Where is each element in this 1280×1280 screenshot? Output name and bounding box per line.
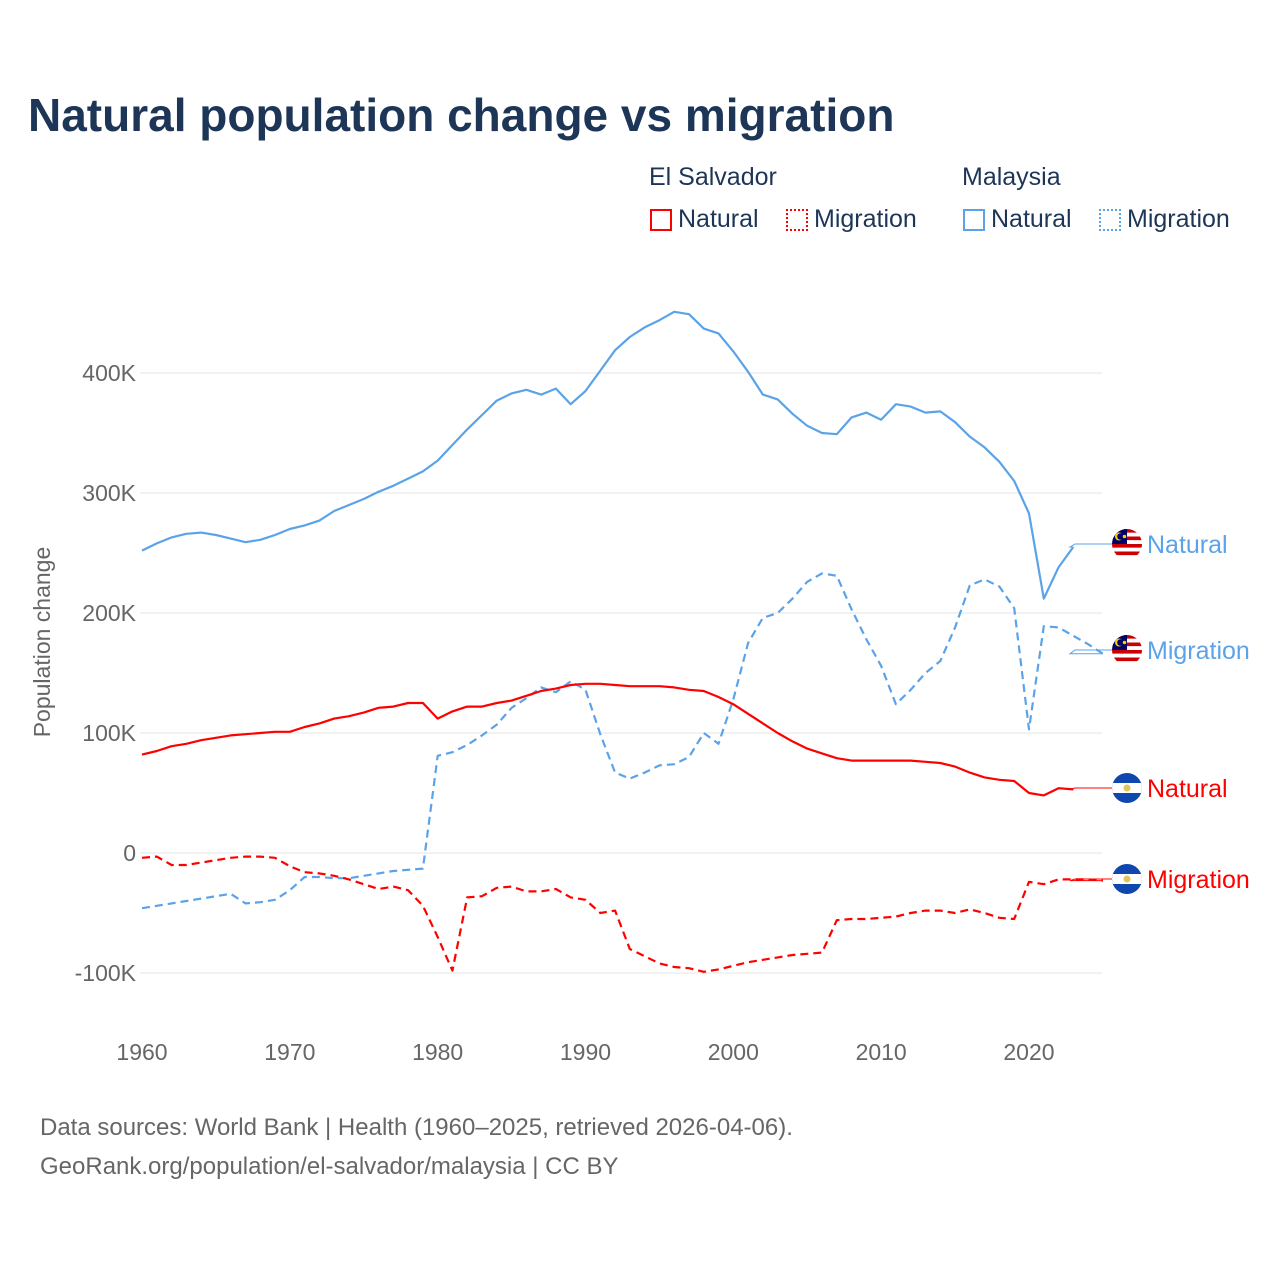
legend-swatch-dotted [1099, 208, 1121, 231]
x-tick-label: 1960 [116, 1039, 167, 1065]
legend-swatch-dotted [786, 208, 808, 231]
flag-stripe [1112, 547, 1142, 552]
flag-body [1112, 529, 1142, 559]
flag-star [1122, 534, 1127, 539]
x-tick-label: 1980 [412, 1039, 463, 1065]
flag-body [1112, 773, 1142, 803]
label-leader-line [1069, 878, 1112, 882]
y-tick-label: 300K [82, 480, 136, 506]
malaysia-flag-icon [1112, 529, 1142, 559]
series-end-label: Natural [1147, 775, 1228, 803]
flag-stripe [1112, 551, 1142, 556]
x-tick-label: 1970 [264, 1039, 315, 1065]
chart-title: Natural population change vs migration [28, 89, 895, 141]
flag-stripe [1112, 650, 1142, 654]
flag-stripe [1112, 657, 1142, 662]
series-end-label: Migration [1147, 637, 1250, 665]
el-salvador-flag-icon [1112, 864, 1142, 894]
flag-body [1112, 635, 1142, 665]
label-leader-line [1069, 787, 1112, 790]
source-note: Data sources: World Bank | Health (1960–… [40, 1108, 793, 1186]
legend-swatch-solid [963, 208, 985, 231]
y-tick-label: 100K [82, 720, 136, 746]
legend-group-el-salvador: El Salvador [649, 163, 777, 191]
flag-crescent-cut [1117, 533, 1124, 540]
y-tick-label: 0 [123, 840, 136, 866]
legend-label: Migration [1127, 205, 1230, 233]
label-leader-line [1068, 649, 1112, 655]
y-tick-label: 400K [82, 360, 136, 386]
legend-group-malaysia: Malaysia [962, 163, 1061, 191]
legend-item-malaysia-natural[interactable]: Natural [963, 205, 1072, 234]
plot-area: Population change -100K 0 100K 200K 300K 400K… [29, 310, 1250, 1065]
label-leader-line [1068, 543, 1112, 548]
flag-emblem [1123, 784, 1131, 792]
flag-stripe [1112, 653, 1142, 658]
flag-stripe [1112, 661, 1142, 665]
flag-crescent-cut [1117, 639, 1124, 646]
y-tick-label: -100K [75, 960, 137, 986]
legend-item-el-salvador-natural[interactable]: Natural [650, 205, 759, 234]
flag-stripe [1112, 555, 1142, 559]
el-salvador-flag-icon [1112, 773, 1142, 803]
x-tick-label: 2020 [1003, 1039, 1054, 1065]
flag-emblem [1123, 875, 1131, 883]
malaysia-flag-icon [1112, 635, 1142, 665]
legend-label: Natural [991, 205, 1072, 233]
source-line-2[interactable]: GeoRank.org/population/el-salvador/malay… [40, 1153, 619, 1180]
source-line-1: Data sources: World Bank | Health (1960–… [40, 1114, 793, 1141]
y-axis-label: Population change [29, 547, 55, 738]
legend-item-malaysia-migration[interactable]: Migration [1099, 205, 1230, 234]
series-line-el-salvador-natural [141, 682, 1074, 797]
legend-label: Migration [814, 205, 917, 233]
legend-label: Natural [678, 205, 759, 233]
flag-star [1122, 640, 1127, 645]
y-tick-label: 200K [82, 600, 136, 626]
series-end-label: Migration [1147, 866, 1250, 894]
series-line-malaysia-migration [141, 572, 1104, 910]
x-tick-label: 2010 [856, 1039, 907, 1065]
x-tick-label: 1990 [560, 1039, 611, 1065]
x-tick-label: 2000 [708, 1039, 759, 1065]
flag-body [1112, 864, 1142, 894]
flag-stripe [1112, 544, 1142, 548]
series-end-label: Natural [1147, 531, 1228, 559]
legend-item-el-salvador-migration[interactable]: Migration [786, 205, 917, 234]
legend-swatch-solid [650, 208, 672, 231]
series-line-el-salvador-migration [141, 855, 1103, 973]
series-line-malaysia-natural [141, 310, 1075, 600]
